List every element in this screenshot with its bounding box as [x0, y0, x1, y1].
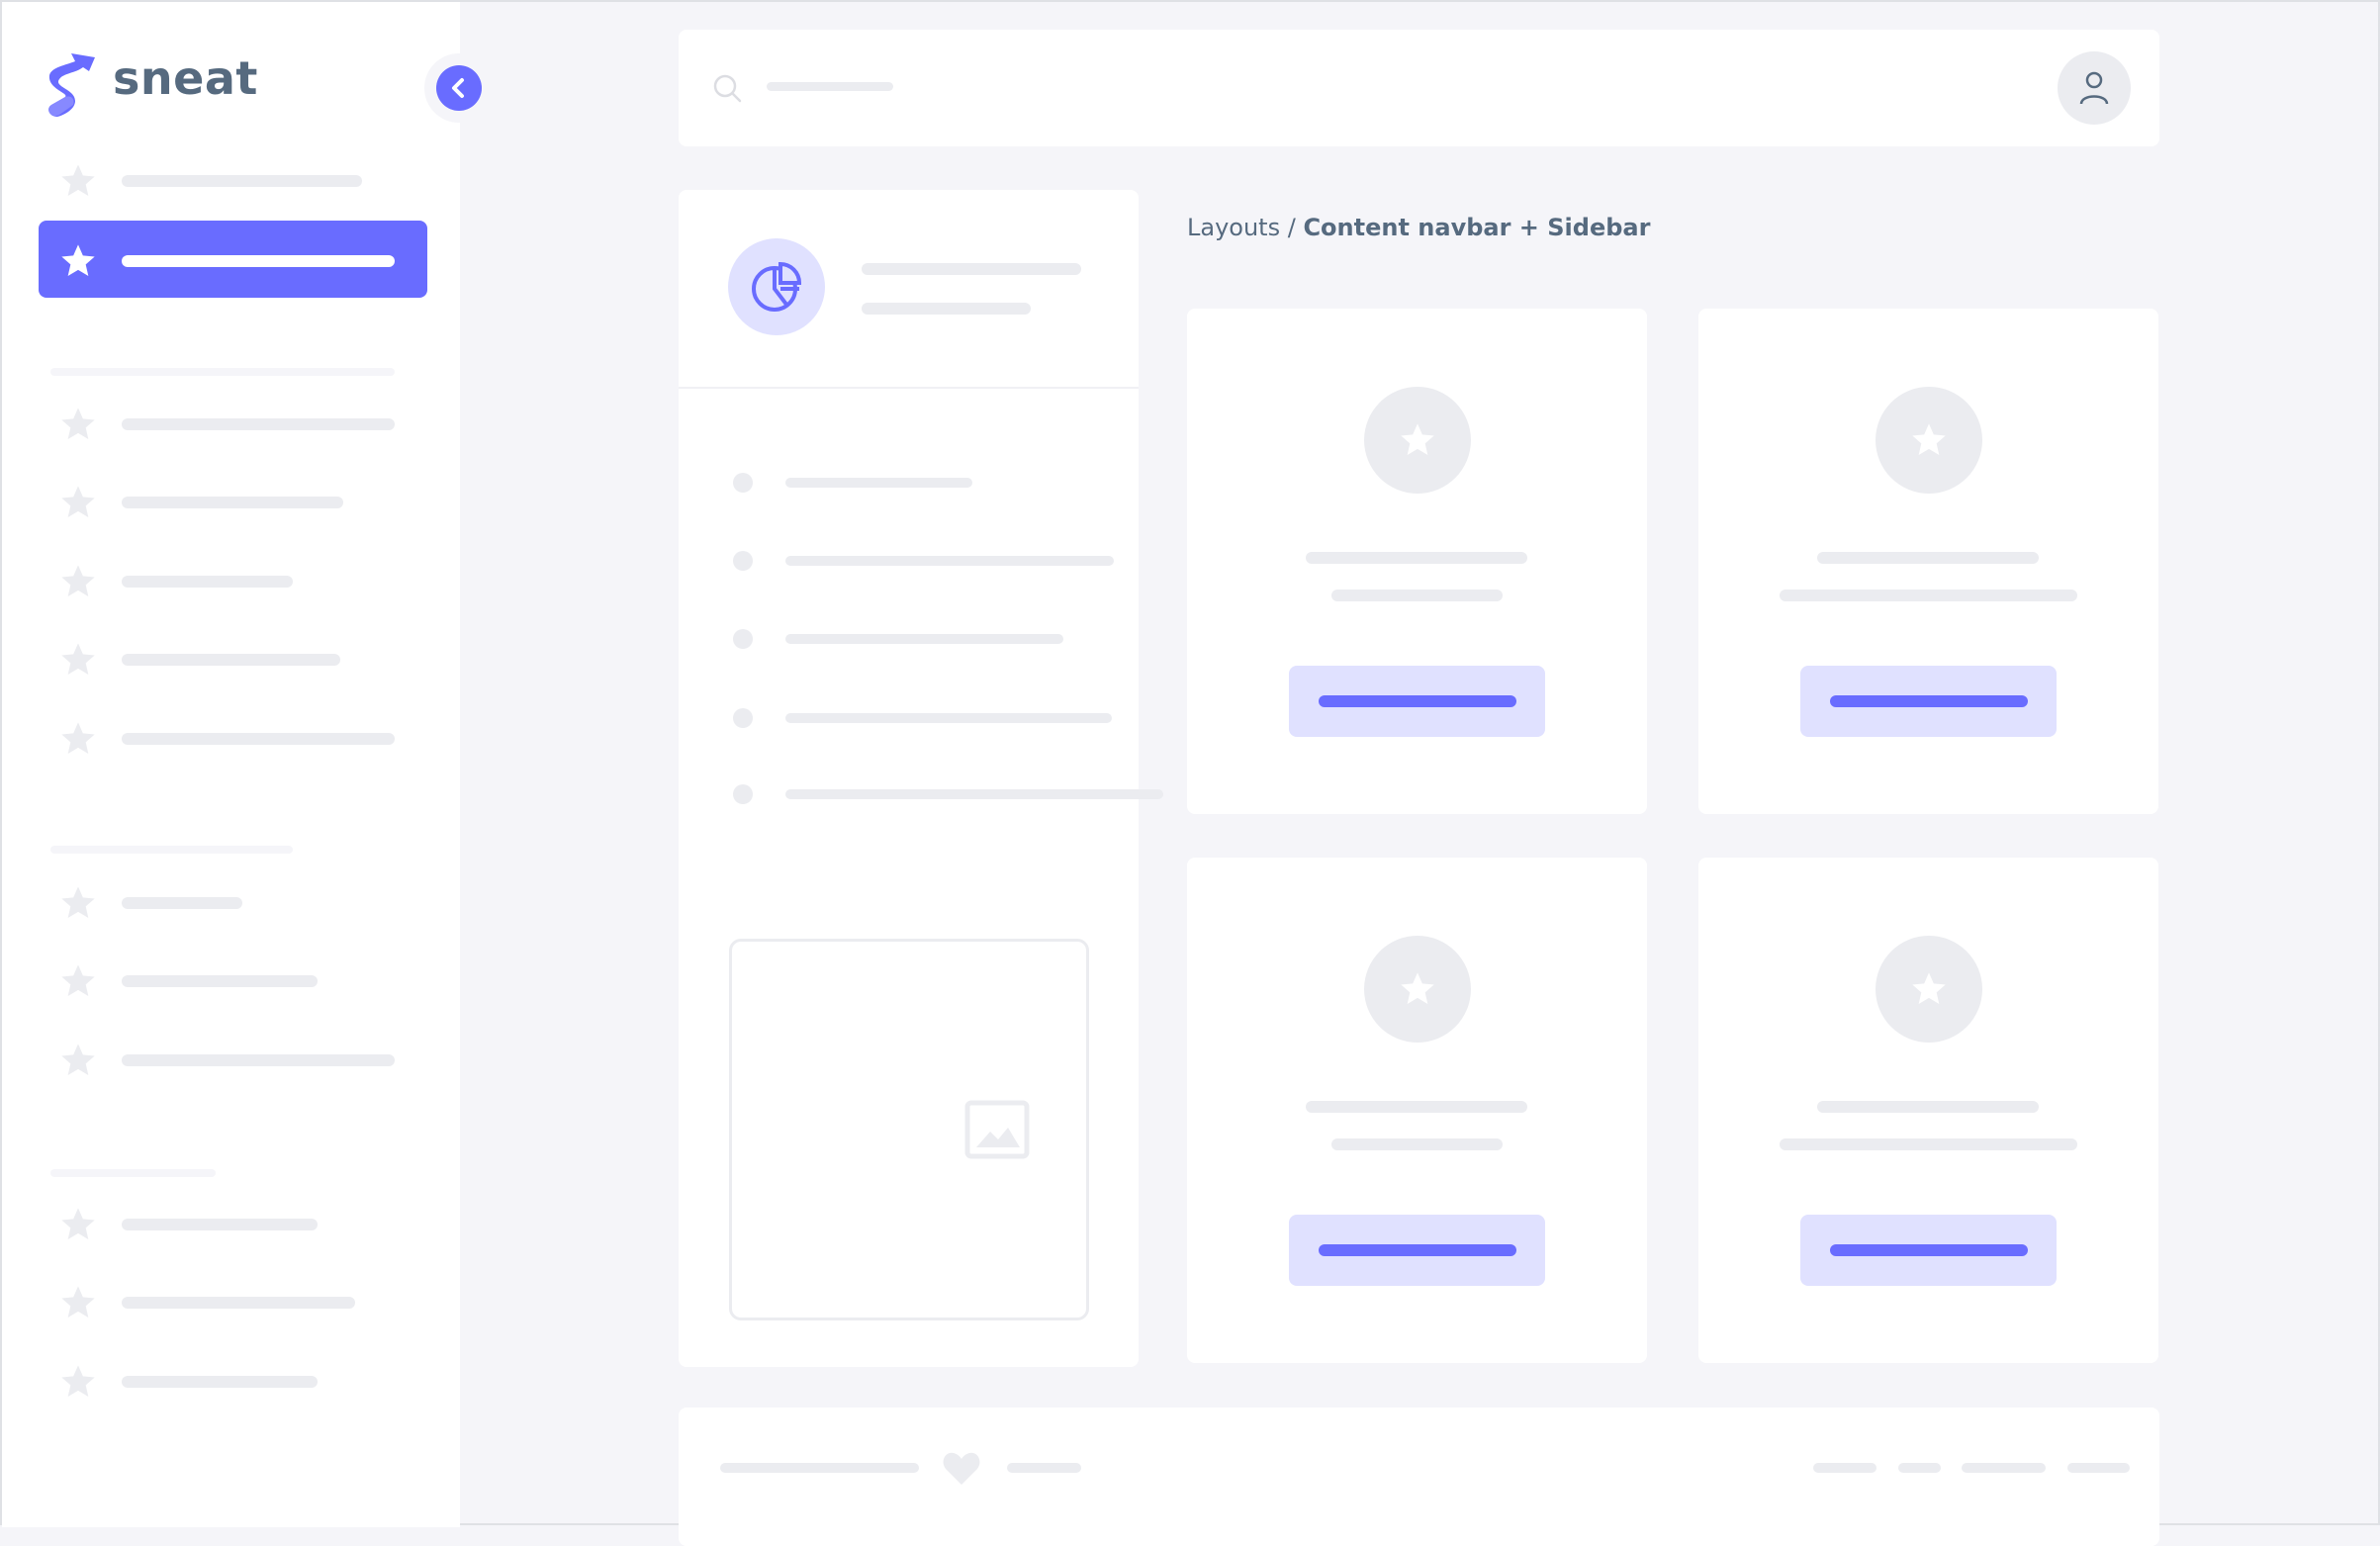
star-icon — [58, 961, 98, 1001]
star-icon — [58, 241, 98, 281]
footer — [679, 1408, 2159, 1546]
navbar — [679, 30, 2159, 146]
pie-chart-icon-bg — [728, 238, 825, 335]
sidebar-item-label[interactable] — [122, 1219, 318, 1230]
star-icon — [58, 640, 98, 680]
card-subtitle — [1780, 1138, 2077, 1150]
list-item[interactable] — [785, 634, 1063, 644]
card-title — [1817, 1101, 2039, 1113]
star-icon — [58, 719, 98, 759]
card-title — [1306, 552, 1527, 564]
sidebar-item-label[interactable] — [122, 497, 343, 508]
breadcrumb-separator: / — [1280, 214, 1304, 241]
bullet — [733, 708, 753, 728]
sidebar-item-label[interactable] — [122, 654, 340, 666]
sidebar-section-header — [50, 1169, 216, 1177]
card-button[interactable] — [1800, 1215, 2057, 1286]
panel-title — [862, 263, 1081, 275]
card-icon-circle — [1364, 387, 1471, 494]
footer-link[interactable] — [2067, 1463, 2130, 1473]
card-subtitle — [1780, 590, 2077, 601]
sidebar-item-label[interactable] — [122, 576, 293, 588]
bullet — [733, 551, 753, 571]
footer-text — [720, 1463, 919, 1473]
content-card — [1187, 309, 1647, 814]
bullet — [733, 784, 753, 804]
star-icon — [58, 483, 98, 522]
logo-icon — [46, 49, 101, 119]
card-title — [1817, 552, 2039, 564]
sidebar-item-label[interactable] — [122, 418, 395, 430]
bullet — [733, 629, 753, 649]
footer-link[interactable] — [1898, 1463, 1941, 1473]
sidebar-item-label[interactable] — [122, 175, 362, 187]
sidebar-item-label — [122, 255, 395, 267]
card-subtitle — [1331, 590, 1503, 601]
sidebar-item-label[interactable] — [122, 733, 395, 745]
star-icon — [1401, 423, 1434, 455]
pie-chart-icon — [752, 261, 802, 312]
panel-subtitle — [862, 303, 1031, 315]
user-icon — [2079, 71, 2109, 105]
star-icon — [58, 161, 98, 201]
star-icon — [1401, 972, 1434, 1004]
sidebar: sneat — [2, 2, 460, 1527]
list-item[interactable] — [785, 789, 1163, 799]
chevron-left-icon — [452, 78, 464, 98]
search-icon[interactable] — [712, 73, 744, 105]
avatar[interactable] — [2058, 51, 2131, 125]
star-icon — [58, 883, 98, 923]
card-button-label — [1830, 695, 2028, 707]
card-title — [1306, 1101, 1527, 1113]
sidebar-item-label[interactable] — [122, 975, 318, 987]
image-icon — [964, 1100, 1030, 1159]
star-icon — [58, 405, 98, 444]
card-button[interactable] — [1800, 666, 2057, 737]
content-card — [1187, 858, 1647, 1363]
breadcrumb: Layouts / Content navbar + Sidebar — [1187, 214, 1650, 241]
content-card — [1698, 858, 2158, 1363]
star-icon — [58, 562, 98, 601]
star-icon — [1912, 423, 1946, 455]
bullet — [733, 473, 753, 493]
card-subtitle — [1331, 1138, 1503, 1150]
image-placeholder — [729, 939, 1089, 1320]
card-button-label — [1319, 1244, 1516, 1256]
card-icon-circle — [1364, 936, 1471, 1043]
list-item[interactable] — [785, 478, 972, 488]
breadcrumb-current: Content navbar + Sidebar — [1303, 214, 1651, 241]
left-panel — [679, 190, 1163, 1367]
sidebar-section-header — [50, 368, 395, 376]
card-icon-circle — [1876, 387, 1982, 494]
footer-author[interactable] — [1007, 1463, 1081, 1473]
card-button[interactable] — [1289, 666, 1545, 737]
card-button-label — [1319, 695, 1516, 707]
card-icon-circle — [1876, 936, 1982, 1043]
logo-text[interactable]: sneat — [113, 51, 258, 105]
card-button[interactable] — [1289, 1215, 1545, 1286]
star-icon — [58, 1283, 98, 1322]
star-icon — [58, 1205, 98, 1244]
footer-link[interactable] — [1962, 1463, 2046, 1473]
breadcrumb-parent[interactable]: Layouts — [1187, 214, 1281, 241]
footer-link[interactable] — [1813, 1463, 1877, 1473]
list-item[interactable] — [785, 713, 1112, 723]
sidebar-item-label[interactable] — [122, 1054, 395, 1066]
heart-icon — [943, 1452, 980, 1485]
divider — [679, 387, 1139, 389]
sidebar-item-label[interactable] — [122, 897, 242, 909]
star-icon — [58, 1362, 98, 1402]
list-item[interactable] — [785, 556, 1114, 566]
sidebar-section-header — [50, 846, 293, 854]
collapse-sidebar-button[interactable] — [436, 65, 482, 111]
search-input[interactable] — [767, 82, 893, 91]
star-icon — [58, 1041, 98, 1080]
sidebar-item-label[interactable] — [122, 1376, 318, 1388]
card-button-label — [1830, 1244, 2028, 1256]
sidebar-item-label[interactable] — [122, 1297, 355, 1309]
content-card — [1698, 309, 2158, 814]
star-icon — [1912, 972, 1946, 1004]
